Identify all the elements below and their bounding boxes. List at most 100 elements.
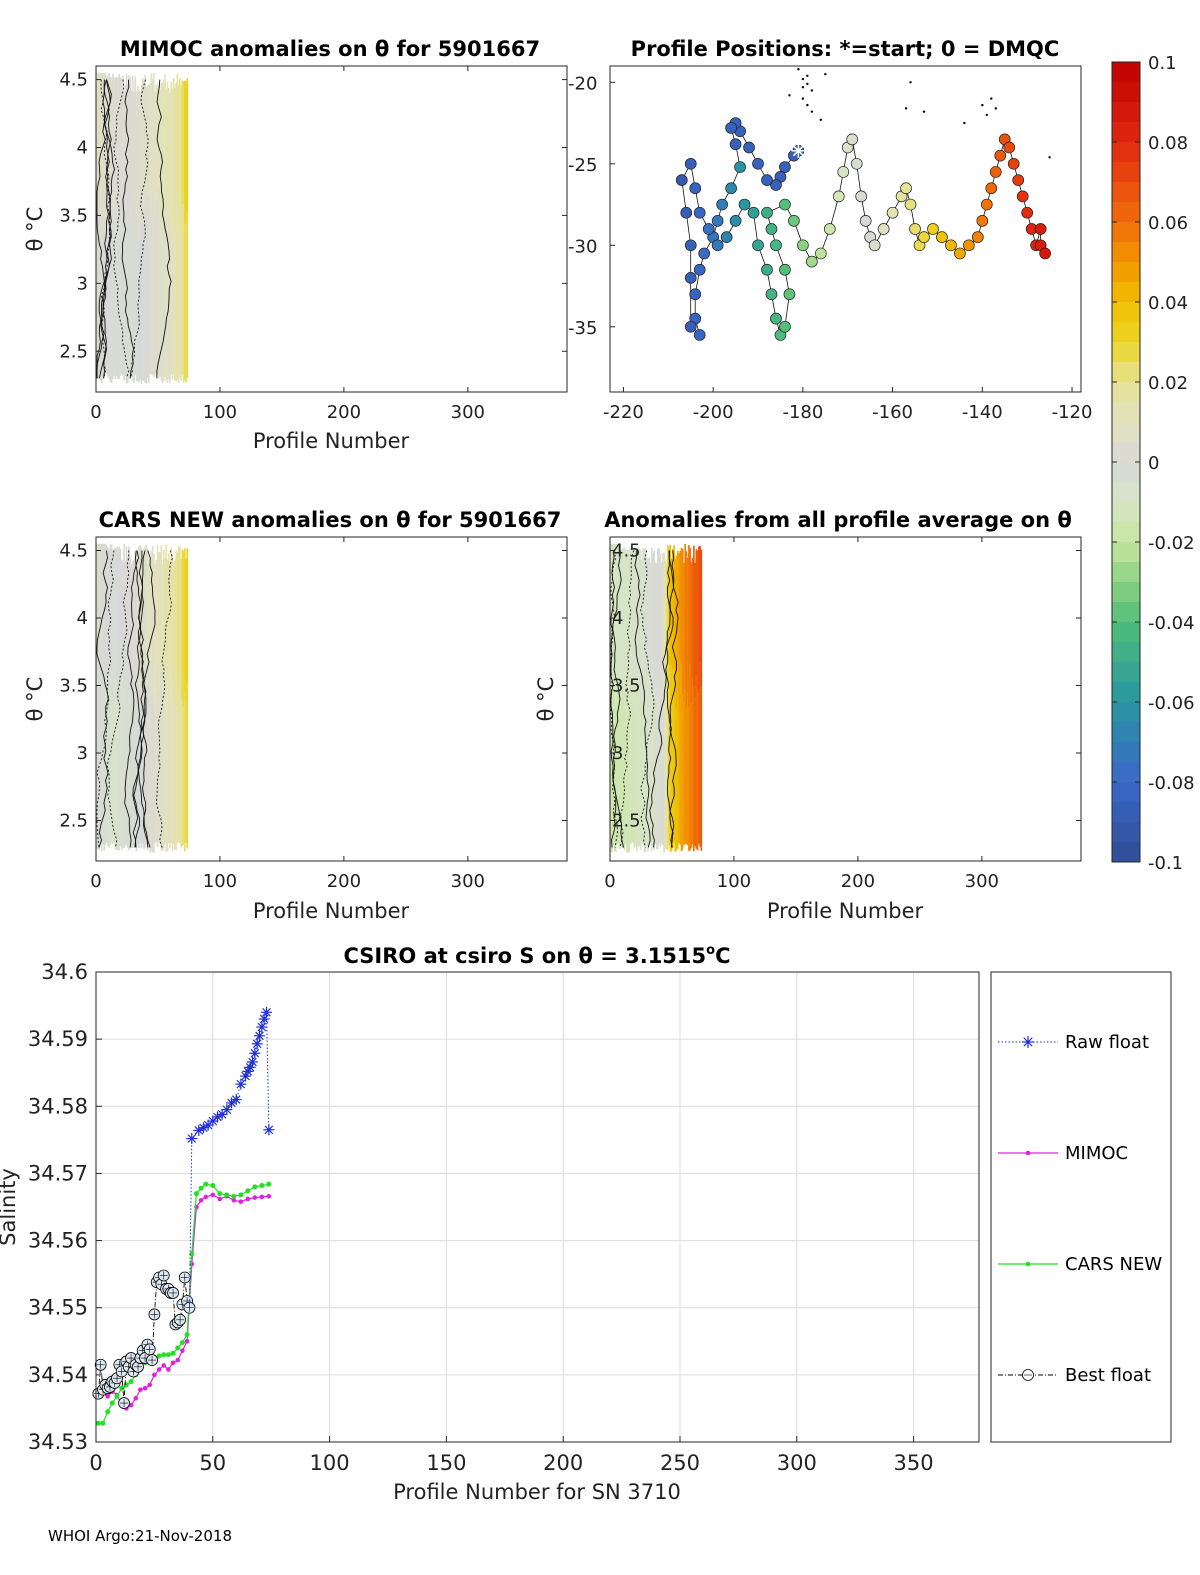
mimoc-point xyxy=(203,1194,209,1200)
heatmap-cell xyxy=(621,549,623,705)
track-line xyxy=(681,122,1046,337)
heatmap-cell xyxy=(130,204,133,377)
profile-marker xyxy=(675,174,688,186)
heatmap-cell xyxy=(119,235,122,376)
cars-point xyxy=(266,1181,272,1187)
heatmap-cell xyxy=(125,546,128,674)
colorbar-block xyxy=(1112,62,1140,83)
cars-point xyxy=(238,1192,244,1198)
contour-line xyxy=(133,550,147,848)
heatmap-cell xyxy=(623,712,626,851)
profile-marker xyxy=(725,122,737,134)
heatmap-cell xyxy=(117,215,119,380)
heatmap-cell xyxy=(643,687,646,853)
y-tick-labels: 34.6 34.59 34.58 34.57 34.56 34.55 34.54 34.53 xyxy=(28,960,102,1454)
contour-line xyxy=(96,79,109,379)
heatmap-cell xyxy=(125,673,128,846)
heatmap-cell xyxy=(145,545,148,665)
axes-frame xyxy=(609,536,1082,862)
cars-point xyxy=(156,1353,162,1359)
heatmap-cell xyxy=(686,557,689,693)
heatmap-cell xyxy=(150,660,153,851)
raw-float-marker xyxy=(251,1038,263,1050)
cars-point xyxy=(128,1379,134,1385)
heatmap-cell xyxy=(621,704,623,848)
heatmap-cell xyxy=(97,215,99,380)
heatmap-cell xyxy=(680,663,683,852)
heatmap-cell xyxy=(176,73,179,192)
colorbar-block xyxy=(1112,722,1140,743)
heatmap-cell xyxy=(149,562,151,682)
heatmap-cell xyxy=(156,203,159,375)
panel-profile-positions: Profile Positions: *=start; 0 = DMQC -22… xyxy=(568,37,1092,423)
heatmap-cell xyxy=(681,694,684,850)
cars-point xyxy=(210,1183,216,1189)
y-tick-label: -20 xyxy=(568,73,597,94)
nearby-profile-dot xyxy=(810,110,814,113)
y-tick-label: 34.55 xyxy=(28,1296,88,1320)
profile-marker xyxy=(886,206,899,219)
heatmap-cell xyxy=(154,91,156,213)
x-tick-label: 200 xyxy=(543,1451,583,1475)
contour-line xyxy=(665,550,675,848)
profile-marker xyxy=(770,239,782,252)
heatmap-cell xyxy=(129,663,132,848)
y-tick-label: 2.5 xyxy=(59,341,88,362)
heatmap-cell xyxy=(135,216,138,381)
mimoc-point xyxy=(133,1396,139,1401)
profile-marker xyxy=(850,157,863,170)
asterisk-stroke xyxy=(227,1098,236,1108)
profile-marker xyxy=(734,161,746,173)
heatmap-cell xyxy=(689,663,691,851)
heatmap-cell xyxy=(161,670,164,852)
y-tick-label: 4.5 xyxy=(612,541,641,562)
heatmap-cell xyxy=(172,241,175,375)
y-tick-label: 34.59 xyxy=(28,1027,88,1051)
heatmap-cell xyxy=(113,548,115,672)
heatmap-cell xyxy=(112,711,114,845)
profile-marker xyxy=(770,179,782,191)
heatmap-cell xyxy=(657,548,659,681)
x-tick-label: -200 xyxy=(693,402,734,423)
heatmap-cell xyxy=(631,546,633,686)
heatmap-cell xyxy=(144,75,146,239)
heatmap-cell xyxy=(699,662,701,847)
heatmap-cell xyxy=(652,553,654,710)
heatmap-cell xyxy=(670,664,673,852)
heatmap-cell xyxy=(155,200,158,376)
heatmap-cell xyxy=(676,550,679,662)
heatmap-cell xyxy=(140,700,143,848)
profile-marker xyxy=(729,138,742,151)
heatmap-cell xyxy=(664,559,667,690)
profile-marker xyxy=(729,215,742,227)
heatmap-cell xyxy=(105,232,108,374)
heatmap-cell xyxy=(177,231,180,383)
x-tick-labels: 0 100 200 300 xyxy=(90,537,485,892)
x-tick-label: 300 xyxy=(451,402,485,423)
heatmap-cell xyxy=(139,91,142,237)
heatmap-cell xyxy=(150,551,153,661)
heatmap-cell xyxy=(124,202,127,377)
heatmap-cell xyxy=(157,689,160,843)
heatmap-cell xyxy=(148,662,150,848)
best-float-marker xyxy=(118,1397,130,1409)
profile-marker xyxy=(747,206,760,219)
profile-marker xyxy=(837,166,850,178)
y-tick-label: 3 xyxy=(612,743,623,764)
raw-float-marker xyxy=(247,1056,259,1068)
heatmap-cell xyxy=(146,193,149,378)
heatmap-cell xyxy=(650,679,653,852)
y-tick-label: -35 xyxy=(568,318,597,339)
profile-marker xyxy=(823,223,836,235)
heatmap-cell xyxy=(100,72,103,216)
nearby-profile-dot xyxy=(990,97,993,100)
contour-line xyxy=(610,550,621,848)
heatmap-cell xyxy=(186,213,189,379)
panel-all-profile-average-anomalies: Anomalies from all profile average on θ … xyxy=(534,508,1082,923)
heatmap-cell xyxy=(186,683,189,849)
heatmap-cell xyxy=(664,689,667,849)
heatmap-cell xyxy=(657,680,659,850)
y-tick-label: 3.5 xyxy=(59,205,88,226)
heatmap-cell xyxy=(665,688,668,850)
heatmap-cell xyxy=(145,86,148,210)
